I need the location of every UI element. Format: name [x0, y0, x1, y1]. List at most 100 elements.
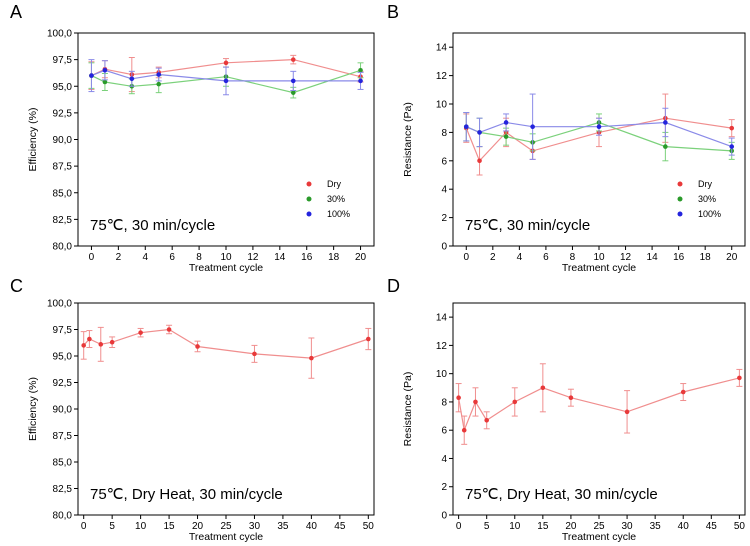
y-tick-label: 6: [441, 426, 447, 437]
data-point: [102, 67, 108, 73]
x-tick-label: 20: [355, 252, 367, 263]
legend: Dry 30% 100%: [677, 179, 721, 219]
legend-marker: [677, 211, 683, 217]
y-tick-label: 12: [436, 71, 448, 82]
data-point: [729, 144, 735, 149]
y-tick-label: 90,0: [53, 405, 73, 416]
x-tick-label: 18: [700, 252, 712, 263]
x-axis-label: Treatment cycle: [189, 262, 263, 274]
y-tick-label: 92,5: [53, 108, 73, 119]
y-tick-label: 8: [441, 128, 447, 139]
y-tick-label: 87,5: [53, 431, 73, 442]
data-point: [195, 344, 200, 349]
data-point: [366, 336, 371, 342]
data-point: [737, 375, 742, 381]
x-tick-label: 10: [593, 252, 605, 263]
series-100pct: [463, 93, 735, 160]
data-point: [530, 124, 535, 130]
x-tick-label: 12: [247, 252, 259, 263]
y-tick-label: 2: [441, 482, 447, 493]
data-point: [109, 339, 115, 345]
x-tick-label: 12: [620, 252, 632, 263]
data-point: [461, 427, 467, 433]
x-tick-label: 15: [164, 521, 176, 532]
y-axis-label: Efficiency (%): [27, 108, 39, 172]
x-axis-label: Treatment cycle: [189, 531, 263, 543]
legend: Dry 30% 100%: [306, 179, 350, 219]
legend-marker: [677, 181, 683, 187]
series-dry: [455, 363, 743, 445]
data-point: [512, 399, 518, 405]
y-tick-label: 14: [436, 313, 448, 324]
y-tick-label: 10: [436, 100, 448, 111]
series-line: [83, 328, 369, 359]
data-point: [568, 395, 574, 400]
condition-annotation: 75℃, Dry Heat, 30 min/cycle: [465, 486, 658, 503]
x-tick-label: 16: [301, 252, 313, 263]
data-point: [102, 79, 108, 85]
x-tick-label: 0: [463, 252, 469, 263]
data-point: [290, 78, 296, 84]
data-point: [540, 385, 546, 391]
x-tick-label: 40: [678, 521, 690, 532]
x-tick-label: 2: [116, 252, 122, 263]
series-100pct: [88, 59, 364, 96]
x-tick-label: 8: [196, 252, 202, 263]
series-dry: [80, 324, 372, 379]
y-tick-label: 4: [441, 185, 447, 196]
data-point: [456, 395, 461, 400]
x-tick-label: 6: [169, 252, 175, 263]
x-tick-label: 20: [192, 521, 204, 532]
data-point: [503, 134, 509, 139]
data-point: [89, 73, 94, 78]
x-tick-label: 0: [456, 521, 462, 532]
legend-label: 30%: [327, 194, 345, 204]
x-tick-label: 30: [249, 521, 261, 532]
x-tick-label: 6: [543, 252, 549, 263]
condition-annotation: 75℃, 30 min/cycle: [465, 217, 590, 234]
x-tick-label: 20: [726, 252, 738, 263]
y-tick-label: 97,5: [53, 55, 73, 66]
y-tick-label: 87,5: [53, 162, 73, 173]
y-tick-label: 85,0: [53, 458, 73, 469]
y-tick-label: 95,0: [53, 352, 73, 363]
y-tick-label: 6: [441, 156, 447, 167]
y-tick-label: 2: [441, 213, 447, 224]
series-line: [458, 377, 740, 433]
x-tick-label: 10: [220, 252, 232, 263]
legend-label: 30%: [698, 194, 716, 204]
legend-label: Dry: [698, 179, 712, 189]
x-tick-label: 10: [135, 521, 147, 532]
x-tick-label: 45: [334, 521, 346, 532]
panel-letter: B: [387, 2, 399, 22]
data-point: [473, 399, 478, 405]
x-tick-label: 35: [650, 521, 662, 532]
x-tick-label: 50: [734, 521, 746, 532]
x-tick-label: 14: [274, 252, 286, 263]
x-tick-label: 5: [109, 521, 115, 532]
panel-letter: D: [387, 276, 400, 296]
x-tick-label: 30: [622, 521, 634, 532]
legend-marker: [306, 181, 312, 187]
data-point: [358, 78, 363, 84]
legend-marker: [677, 196, 683, 202]
panel-letter: C: [10, 276, 23, 296]
y-tick-label: 82,5: [53, 215, 73, 226]
data-point: [156, 81, 162, 87]
y-tick-label: 8: [441, 397, 447, 408]
y-axis-label: Resistance (Pa): [402, 372, 414, 447]
data-point: [138, 330, 143, 335]
legend-marker: [306, 196, 312, 202]
legend-marker: [306, 211, 312, 217]
x-tick-label: 14: [647, 252, 659, 263]
data-point: [166, 327, 172, 332]
data-point: [252, 351, 257, 357]
legend-label: Dry: [327, 179, 341, 189]
x-tick-label: 2: [490, 252, 496, 263]
x-tick-label: 16: [673, 252, 685, 263]
data-point: [81, 343, 86, 348]
data-point: [290, 90, 296, 95]
data-point: [663, 120, 668, 125]
x-axis-label: Treatment cycle: [562, 531, 636, 543]
y-tick-label: 4: [441, 454, 447, 465]
